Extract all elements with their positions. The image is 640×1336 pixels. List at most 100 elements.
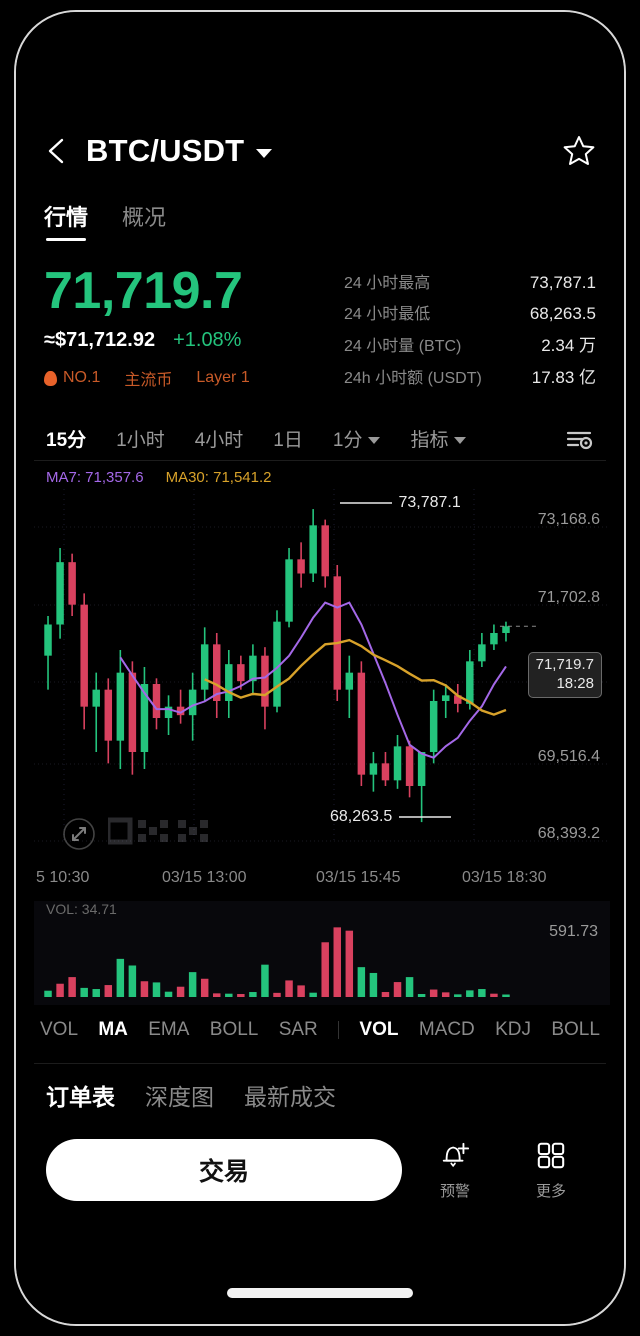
okx-logo <box>105 816 226 851</box>
low-marker-line <box>398 815 451 818</box>
stat-label: 24 小时最低 <box>344 306 431 323</box>
tag-rank[interactable]: NO.1 <box>44 369 100 387</box>
alert-label: 预警 <box>439 1182 470 1200</box>
current-price-tag: 71,719.7 18:28 <box>527 652 602 698</box>
tag-layer1[interactable]: Layer 1 <box>196 369 250 387</box>
current-price-time: 18:28 <box>556 674 594 692</box>
stat-value: 73,787.1 <box>529 273 596 292</box>
price-subline: ≈$71,712.92 +1.08% <box>44 329 344 352</box>
tab-orderbook[interactable]: 订单表 <box>46 1083 115 1110</box>
low-marker-label: 68,263.5 <box>330 808 393 825</box>
candles-svg <box>34 489 610 843</box>
stat-value: 2.34 万 <box>541 336 596 355</box>
alert-action[interactable]: 预警 <box>412 1140 498 1201</box>
x-axis-label: 03/15 18:30 <box>462 869 547 886</box>
indicator-kdj[interactable]: KDJ <box>495 1019 531 1040</box>
back-chevron-icon[interactable] <box>44 136 70 166</box>
page-header: BTC/USDT <box>34 120 606 182</box>
timeframe-more-dropdown[interactable]: 1分 <box>333 425 381 452</box>
indicator-ema[interactable]: EMA <box>148 1019 190 1040</box>
indicator-sar[interactable]: SAR <box>278 1019 318 1040</box>
indicator-separator <box>338 1021 340 1039</box>
y-axis-label: 71,702.8 <box>537 589 600 606</box>
stat-value: 17.83 亿 <box>531 368 596 387</box>
low-marker: 68,263.5 <box>330 808 453 826</box>
caret-down-icon <box>368 437 381 445</box>
expand-fullscreen-icon[interactable] <box>62 817 96 851</box>
caret-down-icon[interactable] <box>256 149 273 158</box>
ma-legend: MA7: 71,357.6 MA30: 71,541.2 <box>46 469 272 486</box>
indicator-ma[interactable]: MA <box>98 1019 128 1040</box>
volume-bars-svg <box>34 901 610 1005</box>
stat-row: 24 小时最低 68,263.5 <box>344 300 596 324</box>
timeframe-1h[interactable]: 1小时 <box>116 430 165 451</box>
tag-rank-label: NO.1 <box>63 369 101 387</box>
phone-frame: BTC/USDT 行情 概况 71,719.7 ≈$71,712.92 +1.0… <box>14 10 626 1326</box>
indicator-bar: VOL MA EMA BOLL SAR VOL MACD KDJ BOLL <box>34 1007 606 1053</box>
stat-label: 24h 小时额 (USDT) <box>344 370 482 387</box>
home-indicator <box>227 1288 413 1298</box>
section-tabs: 行情 概况 <box>34 200 606 241</box>
indicator-vol-main[interactable]: VOL <box>40 1019 79 1040</box>
high-marker-label: 73,787.1 <box>398 494 461 511</box>
price-block: 71,719.7 ≈$71,712.92 +1.08% NO.1 主流币 Lay… <box>44 263 344 395</box>
tab-depth[interactable]: 深度图 <box>145 1083 214 1110</box>
timeframe-1d[interactable]: 1日 <box>273 430 303 451</box>
tab-recent-trades[interactable]: 最新成交 <box>244 1083 336 1110</box>
x-axis: 5 10:30 03/15 13:00 03/15 15:45 03/15 18… <box>34 869 606 891</box>
stat-row: 24h 小时额 (USDT) 17.83 亿 <box>344 363 596 388</box>
trade-button[interactable]: 交易 <box>46 1139 402 1201</box>
stat-label: 24 小时量 (BTC) <box>344 338 462 355</box>
x-axis-label: 5 10:30 <box>36 869 90 886</box>
tag-list: NO.1 主流币 Layer 1 <box>44 366 344 390</box>
volume-scale-label: 591.73 <box>549 923 598 940</box>
stat-value: 68,263.5 <box>529 304 596 323</box>
x-axis-label: 03/15 15:45 <box>316 869 401 886</box>
tab-overview[interactable]: 概况 <box>122 205 167 230</box>
more-label: 更多 <box>535 1182 566 1200</box>
stat-row: 24 小时最高 73,787.1 <box>344 269 596 293</box>
usd-price: ≈$71,712.92 <box>44 329 156 352</box>
ma30-legend: MA30: 71,541.2 <box>165 469 272 486</box>
x-axis-label: 03/15 13:00 <box>162 869 247 886</box>
app-screen: BTC/USDT 行情 概况 71,719.7 ≈$71,712.92 +1.0… <box>16 12 624 1324</box>
ma7-legend: MA7: 71,357.6 <box>46 469 144 486</box>
price-change-percent: +1.08% <box>173 329 242 352</box>
high-marker: 73,787.1 <box>340 494 461 512</box>
indicator-macd[interactable]: MACD <box>418 1019 475 1040</box>
stats-block: 24 小时最高 73,787.1 24 小时最低 68,263.5 24 小时量… <box>344 263 596 395</box>
indicator-dropdown[interactable]: 指标 <box>410 425 467 452</box>
candlestick-chart[interactable]: MA7: 71,357.6 MA30: 71,541.2 73,168.6 71… <box>34 465 610 895</box>
action-bar: 交易 预警 更多 <box>34 1139 606 1201</box>
y-axis-label: 69,516.4 <box>537 748 600 765</box>
y-axis-label: 73,168.6 <box>537 511 600 528</box>
more-action[interactable]: 更多 <box>508 1140 594 1201</box>
tab-market[interactable]: 行情 <box>44 200 88 241</box>
tag-mainstream[interactable]: 主流币 <box>124 372 173 390</box>
timeframe-4h[interactable]: 4小时 <box>194 430 244 451</box>
grid-icon <box>535 1140 567 1175</box>
timeframe-15m[interactable]: 15分 <box>46 430 87 451</box>
last-price: 71,719.7 <box>44 262 243 320</box>
caret-down-icon <box>454 437 467 445</box>
stat-label: 24 小时最高 <box>344 275 431 292</box>
orderbook-tabs: 订单表 深度图 最新成交 <box>34 1063 606 1125</box>
current-price-value: 71,719.7 <box>535 656 594 673</box>
stat-row: 24 小时量 (BTC) 2.34 万 <box>344 331 596 356</box>
timeframe-bar: 15分 1小时 4小时 1日 1分 指标 <box>34 417 606 461</box>
volume-legend: VOL: 34.71 <box>46 901 117 917</box>
indicator-boll[interactable]: BOLL <box>209 1019 259 1040</box>
indicator-vol-sub[interactable]: VOL <box>359 1019 399 1040</box>
page-title[interactable]: BTC/USDT <box>86 133 245 168</box>
indicator-dropdown-label: 指标 <box>410 430 449 451</box>
star-icon[interactable] <box>562 134 596 168</box>
y-axis-label: 68,393.2 <box>537 825 600 842</box>
timeframe-more-label: 1分 <box>332 430 363 451</box>
high-marker-line <box>340 501 392 504</box>
bell-plus-icon <box>438 1140 472 1175</box>
indicator-boll-sub[interactable]: BOLL <box>551 1019 600 1040</box>
price-stats-row: 71,719.7 ≈$71,712.92 +1.08% NO.1 主流币 Lay… <box>34 263 606 395</box>
volume-chart[interactable]: VOL: 34.71 591.73 <box>34 897 610 1005</box>
chart-watermark <box>62 816 226 851</box>
chart-settings-icon[interactable] <box>564 427 594 451</box>
